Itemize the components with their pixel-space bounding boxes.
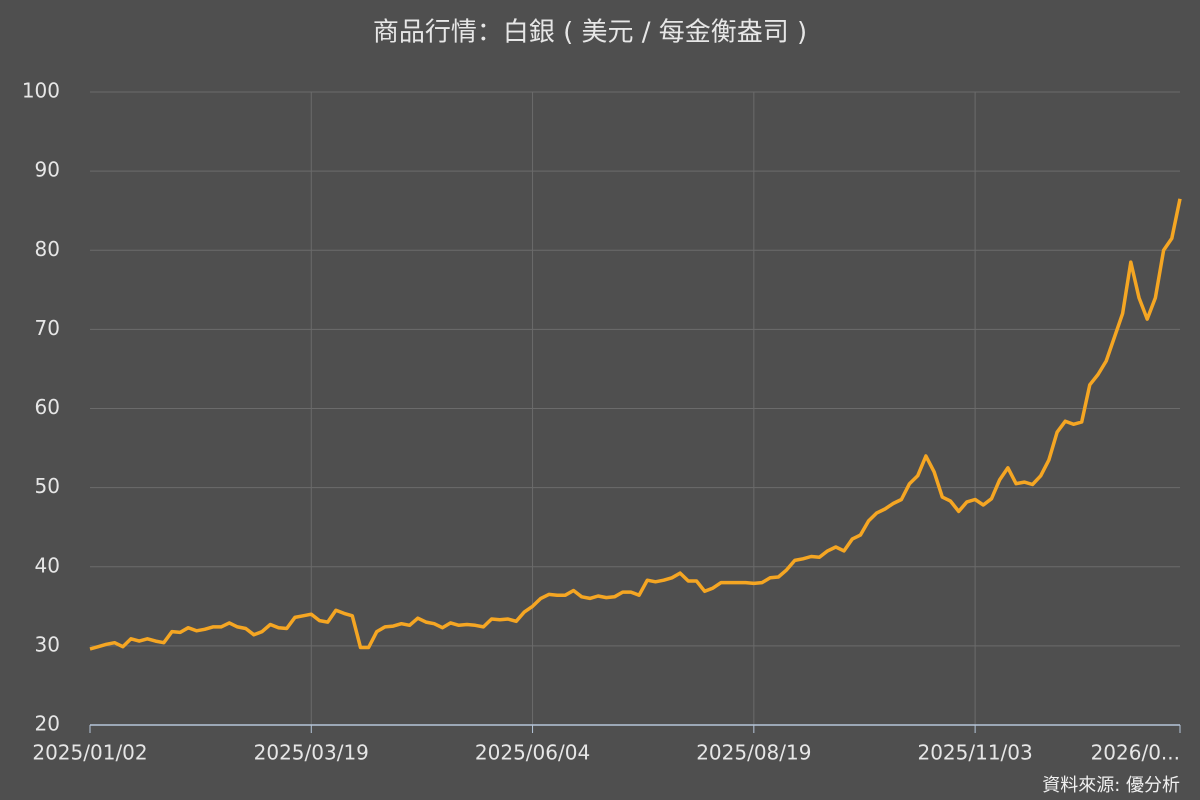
chart-title: 商品行情：白銀 ( 美元 / 每金衡盎司 ): [373, 18, 807, 48]
price-line: [89, 198, 1182, 651]
y-tick-label: 60: [35, 395, 60, 419]
y-tick-label: 30: [35, 632, 60, 656]
x-tick-label: 2025/08/19: [696, 741, 811, 765]
x-tick-label: 2025/03/19: [254, 741, 369, 765]
x-tick-label: 2025/11/03: [917, 741, 1032, 765]
y-tick-label: 90: [35, 158, 60, 182]
y-tick-label: 20: [35, 712, 60, 736]
source-note: 資料來源: 優分析: [1042, 775, 1180, 796]
x-tick-label: 2025/06/04: [475, 741, 590, 765]
y-tick-label: 50: [35, 474, 60, 498]
x-tick-label: 2025/01/02: [32, 741, 147, 765]
y-tick-label: 100: [22, 79, 60, 103]
y-tick-label: 80: [35, 237, 60, 261]
x-tick-label: 2026/0...: [1091, 741, 1180, 765]
y-tick-label: 70: [35, 316, 60, 340]
y-tick-label: 40: [35, 553, 60, 577]
